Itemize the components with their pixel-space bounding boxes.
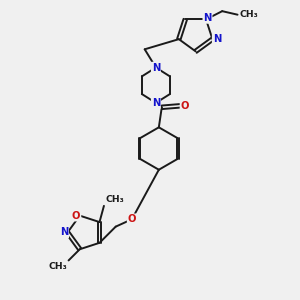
Text: N: N bbox=[152, 98, 160, 108]
Text: CH₃: CH₃ bbox=[48, 262, 67, 271]
Text: N: N bbox=[203, 13, 212, 23]
Text: CH₃: CH₃ bbox=[105, 195, 124, 204]
Text: CH₃: CH₃ bbox=[240, 10, 259, 19]
Text: O: O bbox=[72, 211, 80, 220]
Text: O: O bbox=[128, 214, 136, 224]
Text: N: N bbox=[213, 34, 221, 44]
Text: O: O bbox=[181, 101, 189, 111]
Text: N: N bbox=[60, 227, 68, 237]
Text: N: N bbox=[152, 63, 160, 73]
